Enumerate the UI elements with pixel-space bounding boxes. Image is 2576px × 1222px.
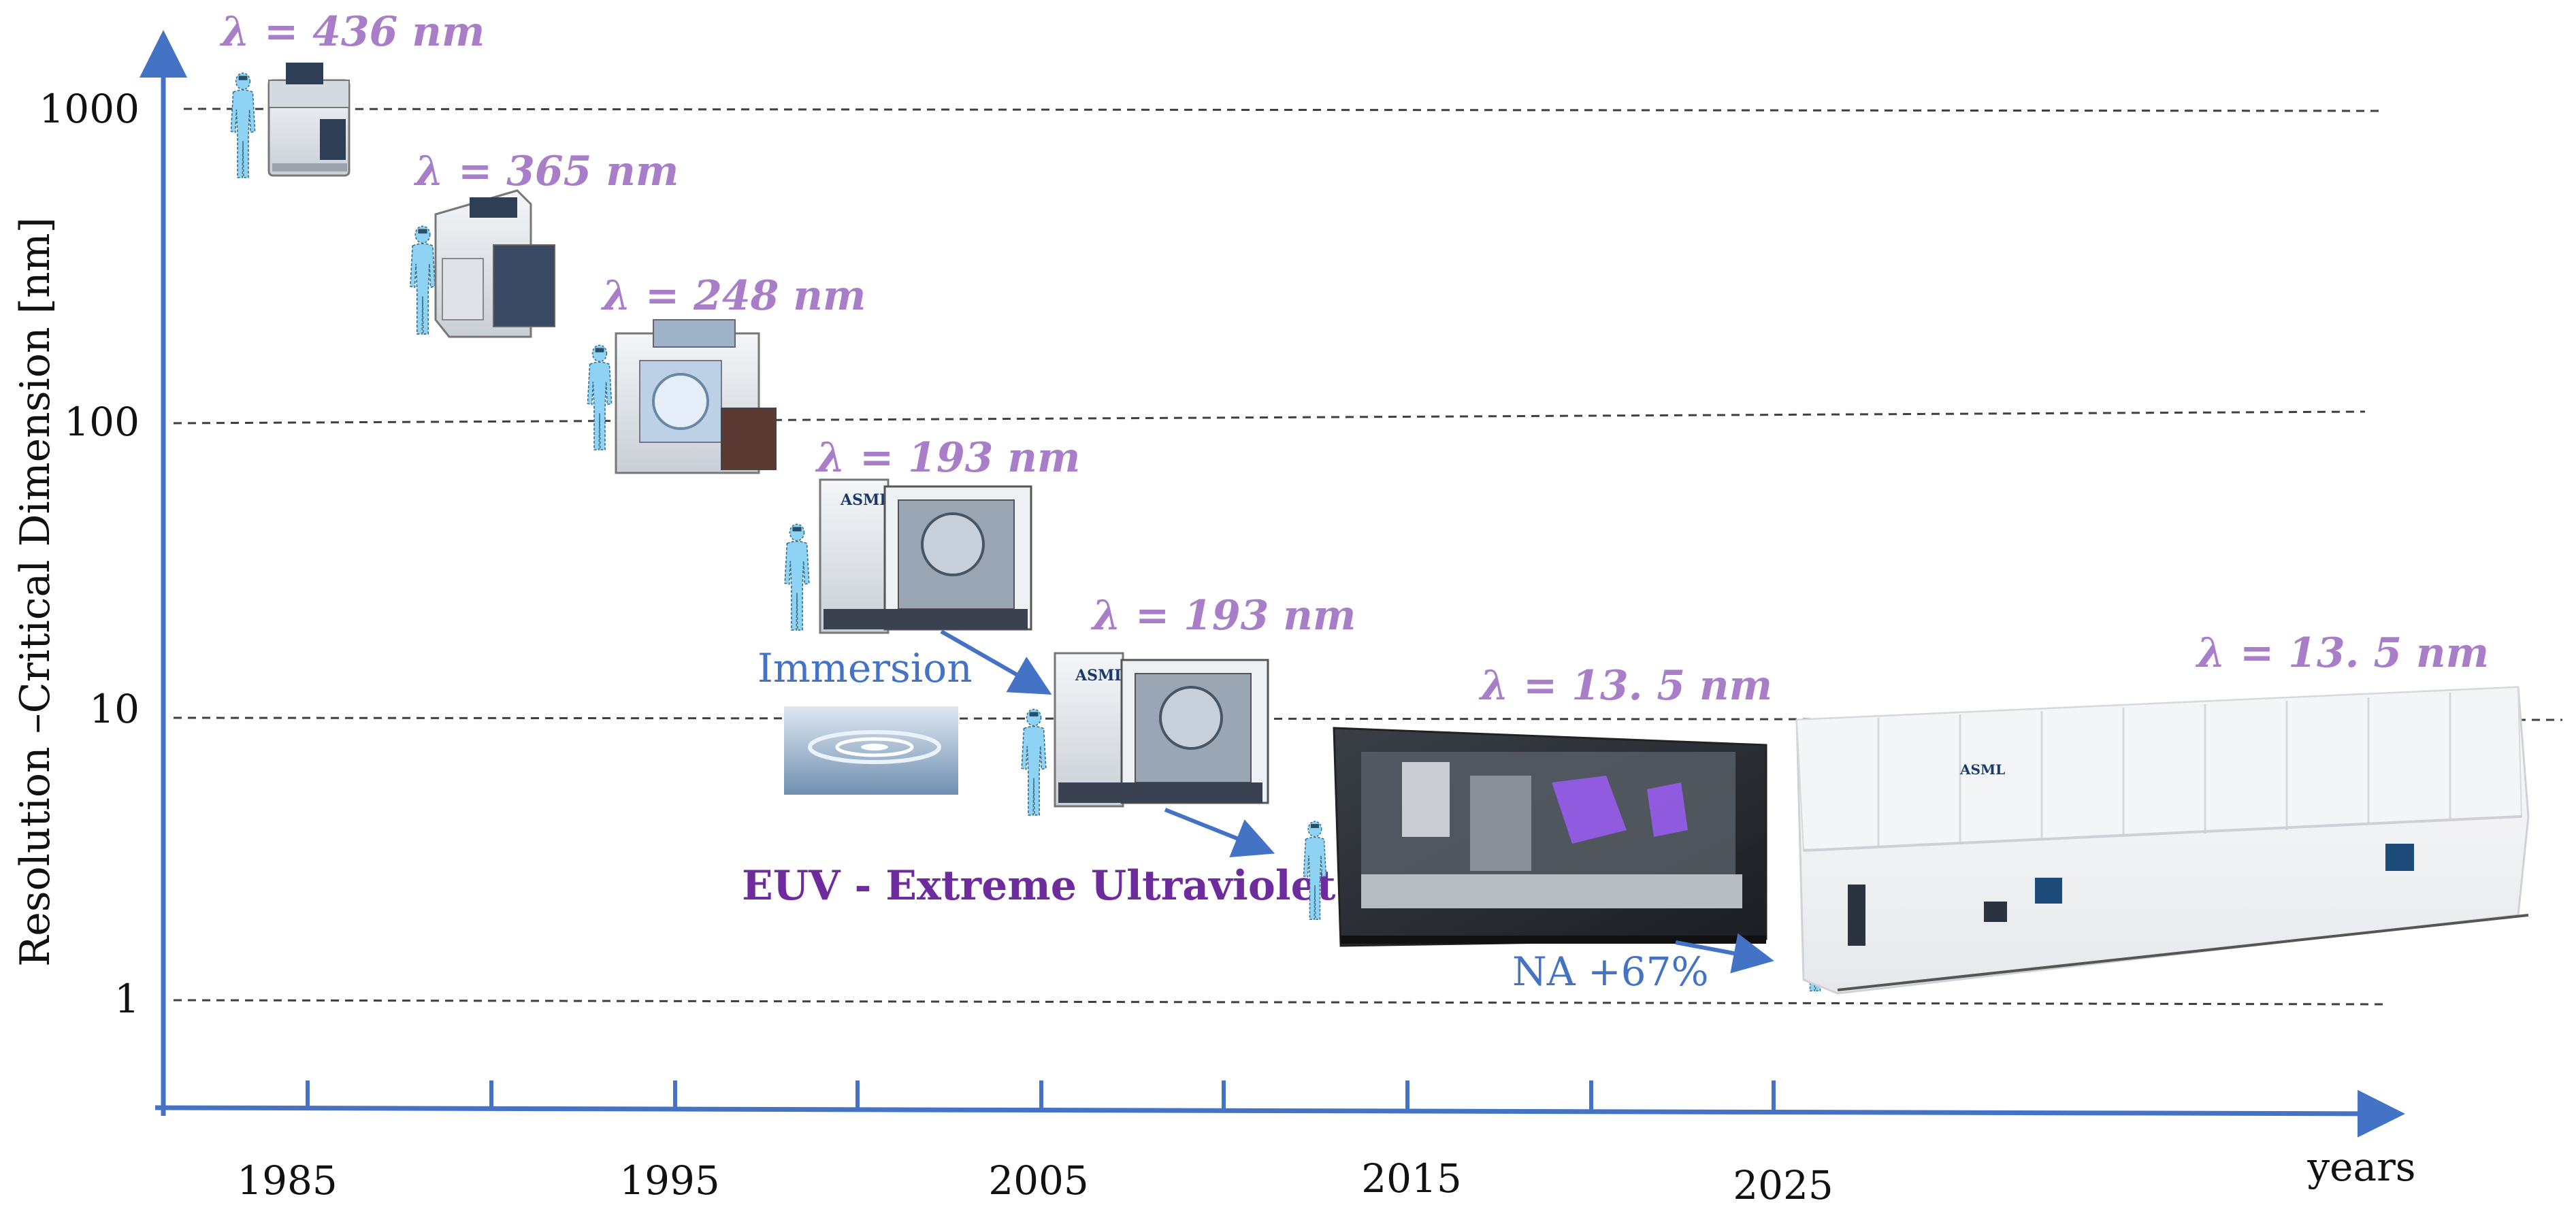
machine-193nm-dry: ASML λ = 193 nm xyxy=(784,434,1080,634)
machine-euv: λ = 13. 5 nm xyxy=(1303,662,1772,947)
person-icon xyxy=(1021,708,1047,816)
x-axis-label: years xyxy=(2306,1144,2415,1190)
na-label: NA +67% xyxy=(1512,948,1709,995)
machine-436nm: λ = 436 nm xyxy=(219,8,485,178)
gridline-1000 xyxy=(183,108,2383,112)
y-tick-label: 100 xyxy=(64,399,140,445)
asml-immersion-scanner-icon: ASML xyxy=(1054,652,1269,808)
machine-high-na-euv: ASML λ = 13. 5 nm xyxy=(1795,629,2530,995)
scanner-machine-icon xyxy=(615,319,777,474)
machine-193nm-immersion: ASML λ = 193 nm xyxy=(1021,592,1356,858)
na-annotation: NA +67% xyxy=(1512,933,1774,995)
stepper-machine-icon xyxy=(434,189,555,338)
person-icon xyxy=(409,225,436,335)
wavelength-label: λ = 193 nm xyxy=(1090,592,1356,640)
asml-logo: ASML xyxy=(1075,667,1125,684)
machine-365nm: λ = 365 nm xyxy=(409,148,679,338)
wavelength-label: λ = 436 nm xyxy=(219,8,485,56)
x-tick-label: 1985 xyxy=(237,1157,338,1204)
x-tick-label: 2005 xyxy=(988,1157,1089,1204)
immersion-label: Immersion xyxy=(757,645,973,691)
x-tick-label: 2015 xyxy=(1361,1155,1462,1202)
immersion-arrow xyxy=(940,629,1052,695)
y-tick-label: 1000 xyxy=(39,86,140,132)
gridline-1 xyxy=(173,999,2390,1006)
x-axis xyxy=(154,1089,2405,1138)
euv-machine-icon xyxy=(1333,727,1767,947)
y-tick-label: 1 xyxy=(114,976,140,1022)
person-icon xyxy=(587,344,613,450)
wavelength-label: λ = 248 nm xyxy=(600,272,866,320)
x-tick-label: 1995 xyxy=(619,1157,720,1204)
x-axis-ticks xyxy=(306,1080,1776,1112)
wavelength-label: λ = 13. 5 nm xyxy=(2195,629,2489,677)
panel-seams xyxy=(1877,693,2451,847)
person-icon xyxy=(230,72,256,178)
wavelength-label: λ = 193 nm xyxy=(815,434,1080,482)
y-tick-labels: 1000 100 10 1 xyxy=(39,86,140,1022)
immersion-annotation: Immersion xyxy=(757,629,1052,795)
x-tick-labels: 1985 1995 2005 2015 2025 xyxy=(237,1155,1833,1208)
y-axis-label: Resolution –Critical Dimension [nm] xyxy=(12,217,59,967)
gridline-100 xyxy=(173,410,2366,425)
y-tick-label: 10 xyxy=(89,686,140,732)
na-arrow xyxy=(1675,933,1774,974)
stepper-machine-icon xyxy=(267,63,350,177)
wavelength-label: λ = 365 nm xyxy=(413,148,679,195)
euv-label: EUV - Extreme Ultraviolet xyxy=(742,862,1336,910)
axes xyxy=(140,30,2405,1138)
asml-logo: ASML xyxy=(840,491,890,509)
euv-arrow xyxy=(1164,808,1275,858)
asml-logo: ASML xyxy=(1959,761,2005,778)
immersion-lens-icon xyxy=(784,706,958,795)
wavelength-label: λ = 13. 5 nm xyxy=(1478,662,1772,710)
high-na-euv-machine-icon: ASML xyxy=(1795,686,2530,995)
person-icon xyxy=(784,523,810,631)
x-tick-label: 2025 xyxy=(1733,1162,1833,1208)
asml-scanner-icon: ASML xyxy=(819,478,1032,634)
machine-248nm: λ = 248 nm xyxy=(587,272,866,474)
